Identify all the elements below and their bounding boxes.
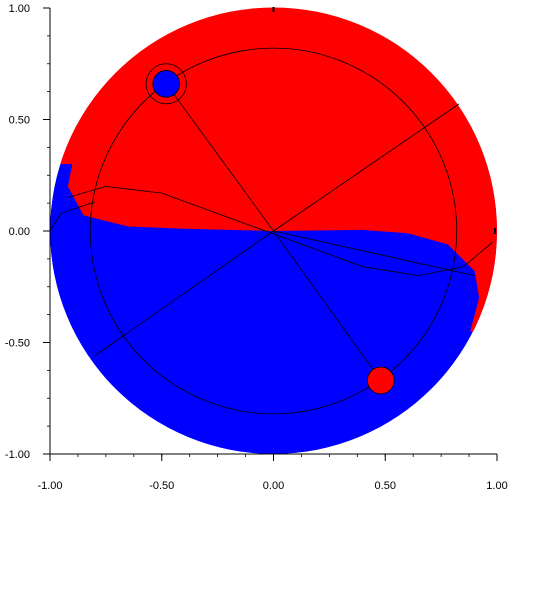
x-tick-label-1: -0.50	[149, 480, 174, 492]
regions-group	[50, 7, 497, 454]
curve-0	[67, 185, 493, 277]
ray-3	[94, 230, 274, 357]
marker-1	[366, 366, 395, 395]
lines-group	[49, 47, 493, 415]
curve-1	[49, 201, 95, 232]
ray-0	[165, 83, 274, 232]
ray-1	[273, 103, 460, 232]
y-tick-label-0: -1.00	[5, 449, 30, 461]
y-tick-label-4: 1.00	[9, 3, 30, 15]
y-tick-label-2: 0.00	[9, 226, 30, 238]
x-tick-label-3: 0.50	[375, 480, 396, 492]
x-tick-label-0: -1.00	[37, 480, 62, 492]
markers-group	[145, 63, 395, 395]
y-tick-label-3: 0.50	[9, 115, 30, 127]
marker-0	[152, 70, 181, 98]
y-tick-label-1: -0.50	[5, 338, 30, 350]
upper-region	[50, 7, 497, 332]
ray-2	[273, 230, 382, 381]
axes-group: -1.00 -0.50 0.00 0.50 1.00 -1.00 -0.50 0.00 0.50…	[5, 3, 508, 492]
inner-circle	[89, 47, 458, 415]
x-tick-label-4: 1.00	[486, 480, 507, 492]
x-tick-label-2: 0.00	[263, 480, 284, 492]
ray-4	[273, 230, 475, 276]
marker-ring-0	[145, 63, 187, 105]
